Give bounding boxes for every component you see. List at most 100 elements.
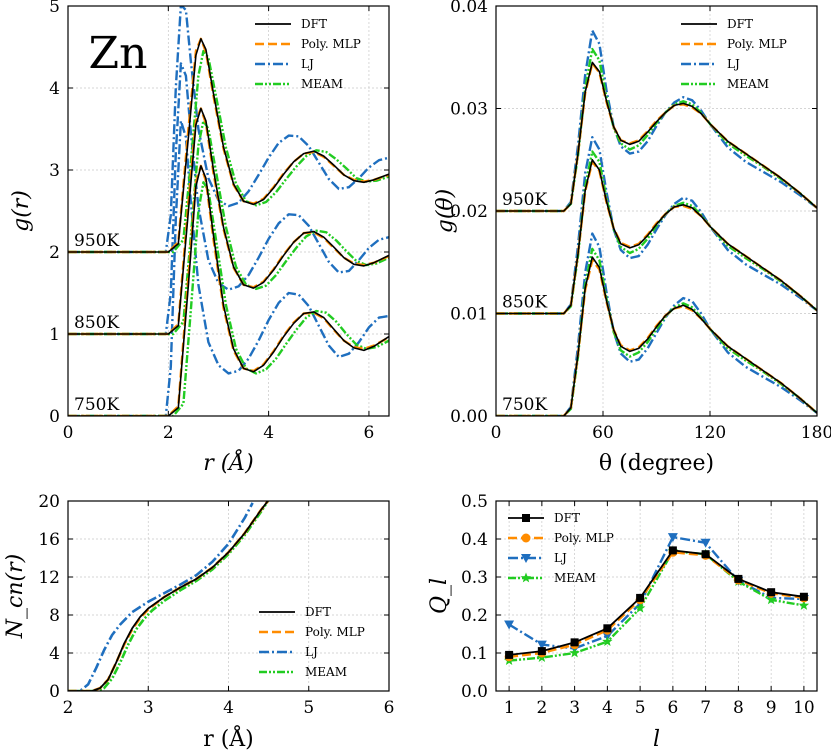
legend-marker-lj (521, 554, 531, 563)
ncn-xtick-label: 3 (143, 698, 154, 718)
legend-label-meam: MEAM (727, 77, 769, 91)
adf-line-lj-950k (496, 29, 817, 213)
legend-label-poly-mlp: Poly. MLP (301, 37, 361, 51)
rdf-panel: 0 2 4 6 0 1 2 3 4 5 750K 850K 950K Zn DFT Poly. MLP LJ ME… (9, 0, 390, 476)
ql-point-dft-l1 (505, 650, 514, 659)
ql-point-dft-l4 (603, 624, 612, 633)
ncn-line-meam (68, 501, 270, 691)
rdf-line-lj-950k (68, 6, 389, 254)
rdf-line-poly-mlp-850k (68, 107, 389, 336)
rdf-line-dft-950k (68, 38, 389, 253)
adf-line-meam-850k (496, 150, 817, 315)
ql-point-meam-l3 (569, 647, 580, 658)
ncn-lines (68, 501, 270, 691)
adf-x-axis-label: θ (degree) (599, 451, 714, 476)
legend-label-meam: MEAM (301, 77, 343, 91)
legend-label-lj: LJ (301, 57, 314, 71)
ncn-ytick-label: 0 (49, 682, 60, 702)
rdf-line-lj-750k (68, 119, 389, 416)
ncn-x-axis-label: r (Å) (203, 724, 254, 752)
rdf-line-dft-750k (68, 165, 389, 416)
legend-label-lj: LJ (554, 551, 567, 565)
rdf-xtick-label: 0 (63, 423, 74, 443)
adf-y-axis-label: g(θ) (433, 189, 458, 234)
rdf-line-meam-750k (68, 181, 389, 416)
rdf-x-axis-label: r (Å) (203, 448, 254, 476)
ql-point-dft-l3 (570, 638, 579, 647)
rdf-temp-label-850k: 850K (74, 313, 119, 333)
rdf-ytick-label: 3 (49, 161, 60, 181)
rdf-line-meam-950k (68, 49, 389, 254)
rdf-ytick-label: 0 (49, 407, 60, 427)
legend-label-lj: LJ (727, 57, 740, 71)
ql-xtick-label: 2 (536, 698, 547, 718)
rdf-ytick-label: 2 (49, 243, 60, 263)
legend-label-dft: DFT (301, 17, 327, 31)
ncn-line-dft (68, 501, 269, 691)
ncn-xtick-label: 6 (384, 698, 395, 718)
rdf-line-meam-850k (68, 119, 389, 336)
element-label: Zn (89, 28, 148, 79)
ql-point-dft-l10 (799, 592, 808, 601)
rdf-lines (68, 6, 389, 416)
ql-x-axis-label: l (653, 727, 660, 752)
legend-marker-dft (522, 514, 530, 522)
ql-point-lj-l6 (667, 533, 678, 543)
ql-xtick-label: 1 (504, 698, 515, 718)
ql-xtick-label: 5 (635, 698, 646, 718)
legend-label-meam: MEAM (554, 571, 596, 585)
ql-point-dft-l2 (537, 647, 546, 656)
ncn-y-axis-label: N_cn(r) (3, 554, 28, 639)
rdf-ytick-label: 4 (49, 79, 60, 99)
adf-panel: 0 60 120 180 0.00 0.01 0.02 0.03 0.04 750K 850K 950… (433, 0, 831, 476)
ql-point-meam-l5 (634, 602, 646, 613)
ncn-ytick-label: 4 (49, 644, 60, 664)
adf-xtick-label: 0 (491, 423, 502, 443)
adf-line-poly-mlp-850k (496, 160, 817, 315)
ql-xtick-label: 9 (766, 698, 777, 718)
adf-lines (496, 29, 817, 416)
adf-line-dft-750k (496, 256, 817, 416)
adf-frame (495, 5, 818, 417)
ncn-xtick-label: 2 (63, 698, 74, 718)
adf-temp-label-850k: 850K (502, 293, 547, 313)
rdf-ytick-label: 1 (49, 325, 60, 345)
adf-line-lj-850k (496, 136, 817, 315)
ql-point-meam-l4 (602, 636, 613, 646)
adf-xtick-label: 120 (694, 423, 726, 443)
ql-y-axis-label: Q_l (427, 578, 452, 614)
ql-xtick-label: 8 (733, 698, 744, 718)
adf-line-dft-950k (496, 61, 817, 212)
ql-frame (495, 500, 818, 692)
ql-line-meam (508, 550, 805, 662)
ncn-xtick-label: 5 (303, 698, 314, 718)
adf-ytick-label: 0.01 (450, 305, 488, 325)
ql-xtick-label: 6 (667, 698, 678, 718)
ql-point-meam-l10 (798, 600, 810, 610)
adf-line-meam-950k (496, 47, 817, 213)
adf-line-poly-mlp-750k (496, 259, 817, 416)
ql-xtick-label: 10 (793, 698, 815, 718)
ql-point-lj-l2 (536, 640, 547, 650)
ncn-xtick-label: 4 (223, 698, 234, 718)
ql-ytick-label: 0.4 (461, 530, 488, 550)
ql-panel: 1 2 3 4 5 6 7 8 9 10 0.0 0.1 0.2 0.3 0.4 0.5 DFT Poly. ML… (427, 492, 818, 752)
ncn-ytick-label: 16 (38, 530, 60, 550)
legend-marker-meam (520, 572, 532, 583)
ql-point-dft-l5 (636, 593, 645, 602)
adf-ytick-label: 0.03 (450, 100, 488, 120)
adf-line-dft-850k (496, 159, 817, 315)
legend-label-dft: DFT (305, 605, 331, 619)
rdf-xtick-label: 6 (364, 423, 375, 443)
adf-line-lj-750k (496, 232, 817, 416)
legend-label-poly-mlp: Poly. MLP (305, 625, 365, 639)
legend-label-poly-mlp: Poly. MLP (727, 37, 787, 51)
rdf-xtick-label: 2 (163, 423, 174, 443)
ncn-frame (67, 500, 390, 692)
legend-label-dft: DFT (554, 511, 580, 525)
ql-xtick-label: 7 (700, 698, 711, 718)
rdf-line-dft-850k (68, 107, 389, 335)
ql-ytick-label: 0.0 (461, 682, 488, 702)
ql-line-dft (508, 549, 805, 656)
